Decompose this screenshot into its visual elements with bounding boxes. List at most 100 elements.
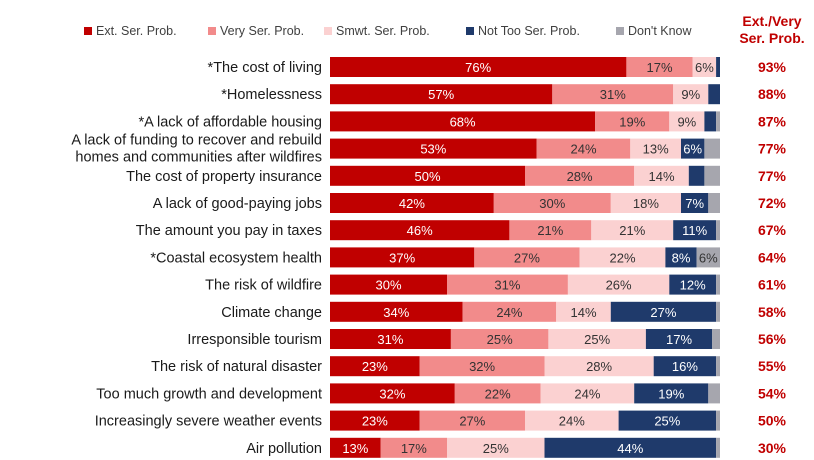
bar-segment-2 (525, 410, 619, 431)
legend-swatch-2 (324, 27, 332, 35)
data-label: 11% (682, 223, 707, 238)
bar-segment-3 (653, 356, 717, 377)
bar-segment-3 (618, 410, 717, 431)
data-label: 27% (514, 250, 540, 265)
category-label: homes and communities after wildfires (75, 150, 322, 166)
bar-segment-4 (716, 356, 720, 377)
bar-segment-4 (716, 220, 720, 241)
bar-segment-0 (330, 437, 381, 458)
category-label: Irresponsible tourism (187, 332, 322, 348)
bar-segment-3 (681, 193, 709, 213)
summary-value: 30% (758, 440, 787, 456)
bar-segment-2 (669, 111, 705, 132)
category-label: Air pollution (246, 441, 322, 457)
data-label: 27% (459, 414, 485, 429)
bar-segment-3 (681, 138, 705, 159)
summary-value: 67% (758, 222, 787, 238)
bar-segment-1 (474, 247, 580, 268)
summary-value: 77% (758, 168, 787, 184)
category-label: The risk of natural disaster (151, 359, 322, 375)
bar-segment-1 (380, 437, 447, 458)
bar-segment-0 (330, 410, 420, 431)
data-label: 31% (377, 332, 403, 347)
bar-segment-3 (634, 383, 709, 404)
data-label: 76% (465, 60, 491, 75)
data-label: 25% (487, 332, 513, 347)
data-label: 68% (450, 114, 476, 129)
data-label: 9% (681, 87, 700, 102)
summary-value: 64% (758, 249, 787, 265)
data-label: 23% (362, 359, 388, 374)
bar-segment-0 (330, 57, 627, 77)
legend-label-1: Very Ser. Prob. (220, 24, 304, 38)
data-label: 16% (672, 359, 698, 374)
bar-segment-2 (556, 301, 611, 322)
bar-segment-1 (419, 410, 525, 431)
data-label: 31% (494, 278, 520, 293)
data-label: 22% (485, 386, 511, 401)
data-label: 19% (619, 114, 645, 129)
bar-segment-0 (330, 301, 463, 322)
bar-segment-4 (708, 193, 720, 213)
data-label: 7% (685, 196, 704, 211)
data-label: 24% (559, 414, 585, 429)
bar-segment-0 (330, 165, 525, 186)
bar-segment-4 (704, 165, 720, 186)
data-label: 24% (570, 142, 596, 157)
summary-value: 61% (758, 277, 787, 293)
bar-segment-3 (708, 84, 720, 105)
bar-segment-3 (673, 220, 717, 241)
bar-segment-0 (330, 356, 420, 377)
bar-segment-3 (645, 329, 713, 349)
summary-value: 87% (758, 113, 787, 129)
bar-segment-0 (330, 329, 451, 349)
bar-segment-2 (634, 165, 689, 186)
data-label: 17% (647, 60, 673, 75)
category-label: A lack of funding to recover and rebuild (71, 133, 322, 149)
category-label: The risk of wildfire (205, 278, 322, 294)
bar-segment-1 (454, 383, 541, 404)
bar-segment-4 (708, 383, 720, 404)
bar-segment-0 (330, 220, 510, 241)
summary-value: 93% (758, 59, 787, 75)
summary-value: 50% (758, 413, 787, 429)
data-label: 28% (567, 169, 593, 184)
legend-label-4: Don't Know (628, 24, 693, 38)
legend-swatch-4 (616, 27, 624, 35)
summary-value: 55% (758, 358, 787, 374)
data-label: 53% (420, 142, 446, 157)
category-label: *Homelessness (221, 87, 322, 103)
bar-segment-0 (330, 193, 494, 213)
summary-value: 88% (758, 86, 787, 102)
data-label: 6% (699, 250, 718, 265)
category-label: *The cost of living (208, 60, 322, 76)
bar-segment-4 (712, 329, 720, 349)
data-label: 27% (650, 305, 676, 320)
bar-segment-0 (330, 274, 447, 295)
data-label: 22% (609, 250, 635, 265)
data-label: 24% (496, 305, 522, 320)
bar-segment-2 (579, 247, 666, 268)
bar-segment-3 (669, 274, 717, 295)
bar-segment-3 (716, 57, 720, 77)
bar-segment-2 (692, 57, 717, 77)
bar-segment-2 (591, 220, 674, 241)
legend-swatch-1 (208, 27, 216, 35)
data-label: 25% (584, 332, 610, 347)
legend-label-2: Smwt. Ser. Prob. (336, 24, 430, 38)
bar-segment-1 (493, 193, 611, 213)
bar-segment-3 (704, 111, 717, 132)
data-label: 13% (643, 142, 669, 157)
bar-segment-0 (330, 138, 537, 159)
summary-column-title: Ext./Very (742, 13, 801, 29)
bar-segment-2 (540, 383, 635, 404)
data-label: 19% (658, 386, 684, 401)
bar-segment-1 (525, 165, 635, 186)
data-label: 30% (539, 196, 565, 211)
bar-segment-1 (626, 57, 693, 77)
bar-segment-1 (536, 138, 631, 159)
category-label: *A lack of affordable housing (138, 114, 322, 130)
bar-segment-3 (544, 437, 717, 458)
data-label: 57% (428, 87, 454, 102)
bar-segment-0 (330, 111, 596, 132)
